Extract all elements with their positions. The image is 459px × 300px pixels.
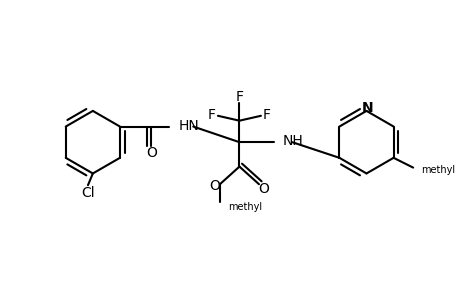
Text: methyl: methyl bbox=[227, 202, 261, 212]
Text: methyl: methyl bbox=[420, 164, 454, 175]
Text: O: O bbox=[209, 179, 220, 193]
Text: NH: NH bbox=[282, 134, 302, 148]
Text: O: O bbox=[146, 146, 157, 160]
Text: F: F bbox=[235, 90, 243, 104]
Text: HN: HN bbox=[178, 118, 199, 133]
Text: F: F bbox=[262, 108, 270, 122]
Text: O: O bbox=[258, 182, 269, 196]
Text: Cl: Cl bbox=[81, 186, 95, 200]
Text: F: F bbox=[207, 108, 216, 122]
Text: N: N bbox=[361, 101, 373, 115]
